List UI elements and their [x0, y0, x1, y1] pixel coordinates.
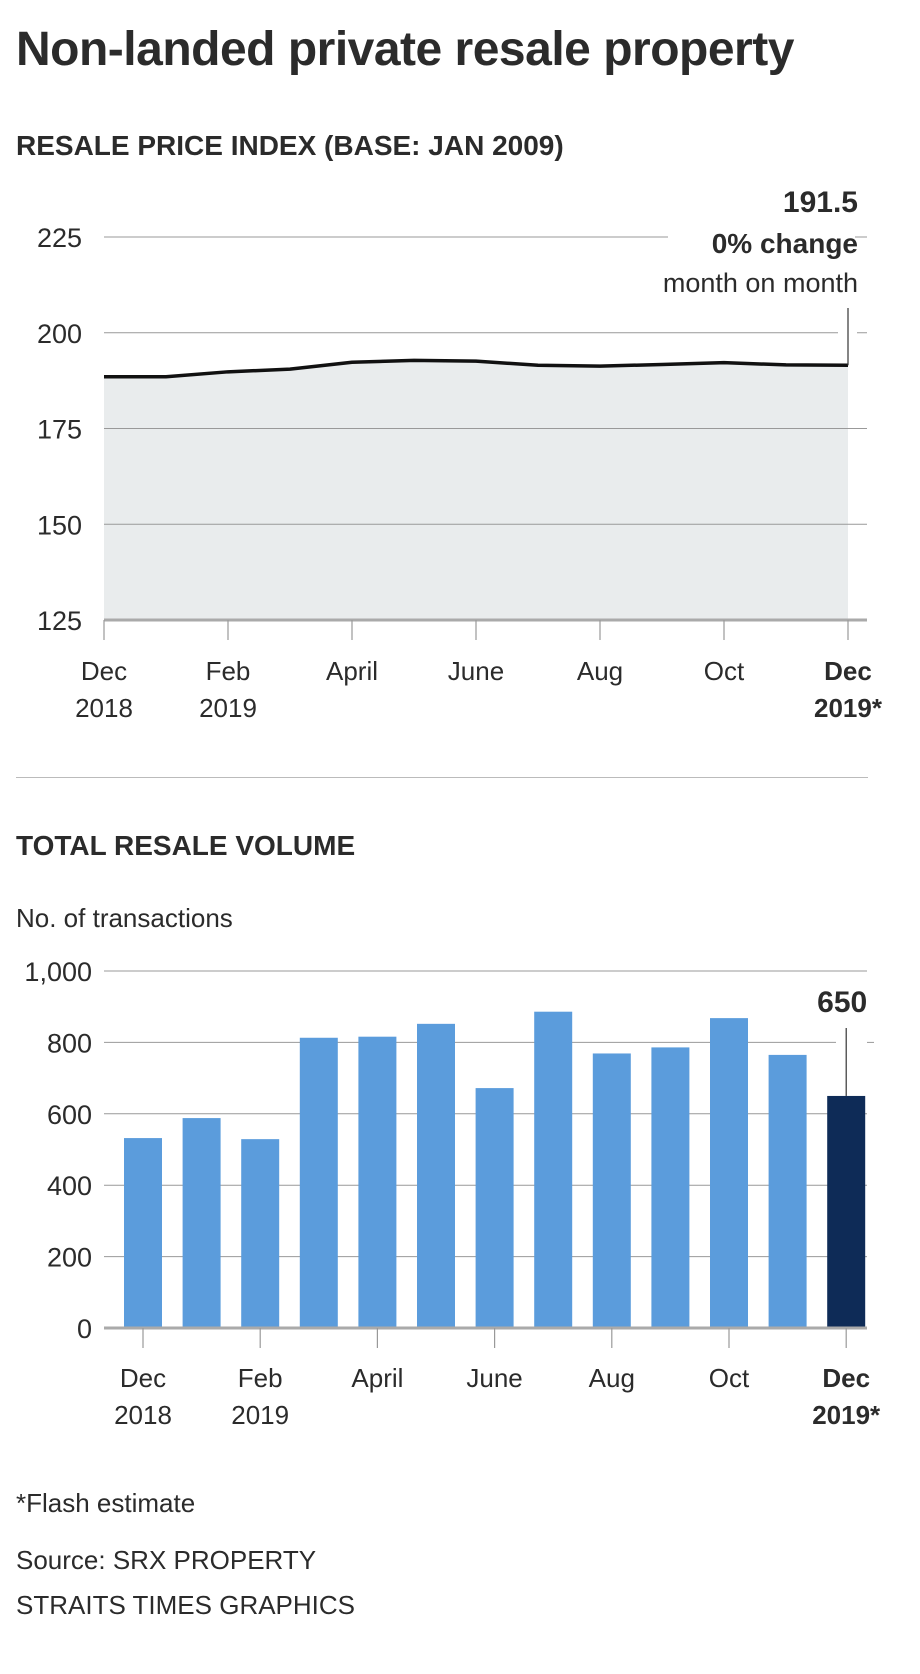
area-fill	[104, 360, 848, 620]
y-tick-label: 800	[47, 1028, 92, 1058]
bar	[358, 1036, 397, 1328]
x-tick-label: Dec	[824, 656, 872, 686]
volume-title: TOTAL RESALE VOLUME	[16, 830, 356, 861]
credit: STRAITS TIMES GRAPHICS	[16, 1590, 356, 1620]
y-tick-label: 400	[47, 1171, 92, 1201]
x-tick-label: Dec	[81, 656, 127, 686]
index-line	[104, 358, 849, 379]
bar	[299, 1037, 338, 1328]
bar	[475, 1088, 514, 1328]
price-index-chart: 125 150 175 200 225 Dec 2018 Feb 2019 April June Au…	[37, 186, 883, 723]
volume-chart: 0 200 400 600 800 1,000 Dec 2018 Feb 2019 April Jun…	[24, 957, 881, 1430]
bar	[534, 1011, 573, 1328]
x-tick-label: April	[351, 1363, 403, 1393]
y-tick-label: 225	[37, 223, 82, 253]
x-tick-label: 2018	[75, 693, 133, 723]
x-tick-label: Dec	[822, 1363, 870, 1393]
source: Source: SRX PROPERTY	[16, 1545, 317, 1575]
y-tick-label: 150	[37, 510, 82, 540]
x-tick-label: 2019	[231, 1400, 289, 1430]
y-tick-label: 1,000	[24, 957, 92, 987]
x-tick-label: Feb	[238, 1363, 283, 1393]
annotation-note: month on month	[663, 268, 858, 298]
x-tick-label: 2019*	[812, 1400, 881, 1430]
x-tick-label: 2018	[114, 1400, 172, 1430]
x-tick-label: Oct	[704, 656, 745, 686]
x-tick-label: Dec	[120, 1363, 166, 1393]
volume-ylabel: No. of transactions	[16, 903, 233, 933]
section-divider	[16, 777, 868, 778]
x-tick-label: Oct	[709, 1363, 750, 1393]
chart-title: Non-landed private resale property	[16, 23, 794, 76]
bar	[592, 1053, 631, 1328]
x-tick-label: Aug	[577, 656, 623, 686]
x-tick-label: 2019	[199, 693, 257, 723]
bar	[182, 1118, 221, 1328]
footnote: *Flash estimate	[16, 1488, 196, 1518]
bar	[417, 1023, 455, 1328]
bar	[241, 1139, 280, 1328]
y-tick-label: 600	[47, 1100, 92, 1130]
x-tick-label: June	[448, 656, 504, 686]
y-tick-label: 175	[37, 415, 82, 445]
y-tick-label: 0	[77, 1314, 92, 1344]
annotation-change: 0% change	[712, 228, 858, 259]
bar	[827, 1095, 866, 1328]
x-tick-label: April	[326, 656, 378, 686]
y-tick-label: 125	[37, 606, 82, 636]
x-tick-label: Feb	[206, 656, 251, 686]
bar	[124, 1138, 162, 1328]
x-tick-label: Aug	[589, 1363, 635, 1393]
x-tick-label: 2019*	[814, 693, 883, 723]
annotation-value: 650	[817, 986, 867, 1019]
y-tick-label: 200	[47, 1243, 92, 1273]
bar	[710, 1018, 748, 1328]
x-tick-label: June	[466, 1363, 522, 1393]
y-tick-label: 200	[37, 319, 82, 349]
annotation-value: 191.5	[783, 186, 858, 219]
bar	[651, 1047, 690, 1328]
bar	[768, 1054, 807, 1328]
price-index-title: RESALE PRICE INDEX (BASE: JAN 2009)	[16, 130, 564, 161]
